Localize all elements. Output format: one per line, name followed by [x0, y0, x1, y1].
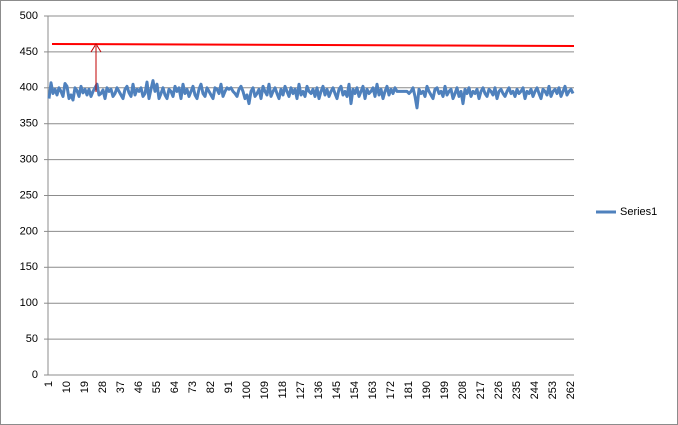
x-tick-label: 19: [79, 381, 91, 393]
series-line: [47, 79, 575, 110]
x-tick-label: 82: [205, 381, 217, 393]
y-tick-label: 150: [20, 261, 38, 273]
x-tick-label: 253: [547, 381, 559, 399]
y-tick-label: 300: [20, 154, 38, 166]
x-tick-label: 46: [133, 381, 145, 393]
x-tick-label: 1: [43, 381, 55, 387]
x-tick-label: 136: [313, 381, 325, 399]
x-tick-label: 10: [61, 381, 73, 393]
x-tick-label: 28: [97, 381, 109, 393]
x-tick-label: 235: [511, 381, 523, 399]
x-tick-label: 154: [349, 381, 361, 399]
x-tick-label: 226: [493, 381, 505, 399]
arrow-head: [90, 43, 102, 53]
y-tick-label: 100: [20, 297, 38, 309]
x-tick-label: 244: [529, 381, 541, 399]
x-tick-label: 145: [331, 381, 343, 399]
x-tick-label: 181: [403, 381, 415, 399]
plot: 1 10 19 28 37 46 55 64 73 82 91 100 109 118 127 136 145 1…: [43, 79, 577, 399]
x-tick-label: 37: [115, 381, 127, 393]
x-tick-label: 109: [259, 381, 271, 399]
x-tick-label: 208: [457, 381, 469, 399]
y-tick-label: 400: [20, 82, 38, 94]
y-tick-label: 500: [20, 10, 38, 22]
x-tick-label: 172: [385, 381, 397, 399]
x-tick-label: 64: [169, 381, 181, 393]
y-tick-label: 450: [20, 46, 38, 58]
y-tick-label: 200: [20, 225, 38, 237]
x-tick-label: 190: [421, 381, 433, 399]
x-tick-label: 199: [439, 381, 451, 399]
y-tick-label: 250: [20, 189, 38, 201]
x-tick-label: 217: [475, 381, 487, 399]
x-tick-label: 73: [187, 381, 199, 393]
legend: Series1: [596, 206, 657, 218]
x-tick-label: 262: [565, 381, 577, 399]
y-tick-label: 50: [26, 333, 38, 345]
legend-label: Series1: [620, 206, 657, 218]
x-tick-label: 118: [277, 381, 289, 399]
x-tick-label: 55: [151, 381, 163, 393]
x-tick-label: 100: [241, 381, 253, 399]
grid: 0 50 100 150 200 250 300 350 400 450 500: [20, 10, 574, 381]
y-tick-label: 0: [32, 369, 38, 381]
x-tick-label: 91: [223, 381, 235, 393]
x-tick-label: 127: [295, 381, 307, 399]
reference-line: [51, 43, 575, 47]
x-tick-label: 163: [367, 381, 379, 399]
y-tick-label: 350: [20, 118, 38, 130]
